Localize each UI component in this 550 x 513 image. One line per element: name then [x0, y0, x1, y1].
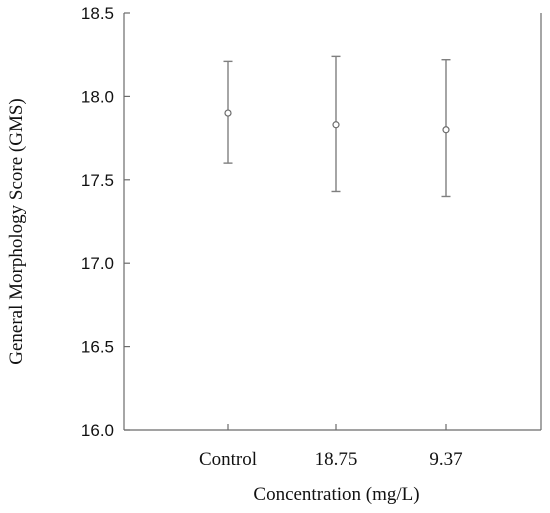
- plot-frame: [123, 13, 542, 431]
- x-tick-label: 9.37: [429, 449, 462, 470]
- y-tick-label: 17.5: [81, 171, 114, 190]
- x-tick-label: 18.75: [315, 449, 358, 470]
- x-tick-label: Control: [199, 449, 257, 470]
- y-tick-label: 18.0: [81, 87, 114, 106]
- data-marks: [223, 55, 451, 198]
- data-point: [442, 126, 450, 134]
- x-axis: Control 18.75 9.37: [199, 424, 463, 470]
- y-tick-label: 17.0: [81, 254, 114, 273]
- y-tick-label: 18.5: [81, 4, 114, 23]
- y-tick-label: 16.0: [81, 421, 114, 440]
- x-axis-title: Concentration (mg/L): [253, 484, 419, 505]
- y-axis: 16.0 16.5 17.0 17.5 18.0 18.5: [81, 4, 130, 440]
- y-axis-title: General Morphology Score (GMS): [6, 98, 27, 364]
- y-tick-label: 16.5: [81, 338, 114, 357]
- data-point: [332, 121, 340, 129]
- data-point: [224, 109, 232, 117]
